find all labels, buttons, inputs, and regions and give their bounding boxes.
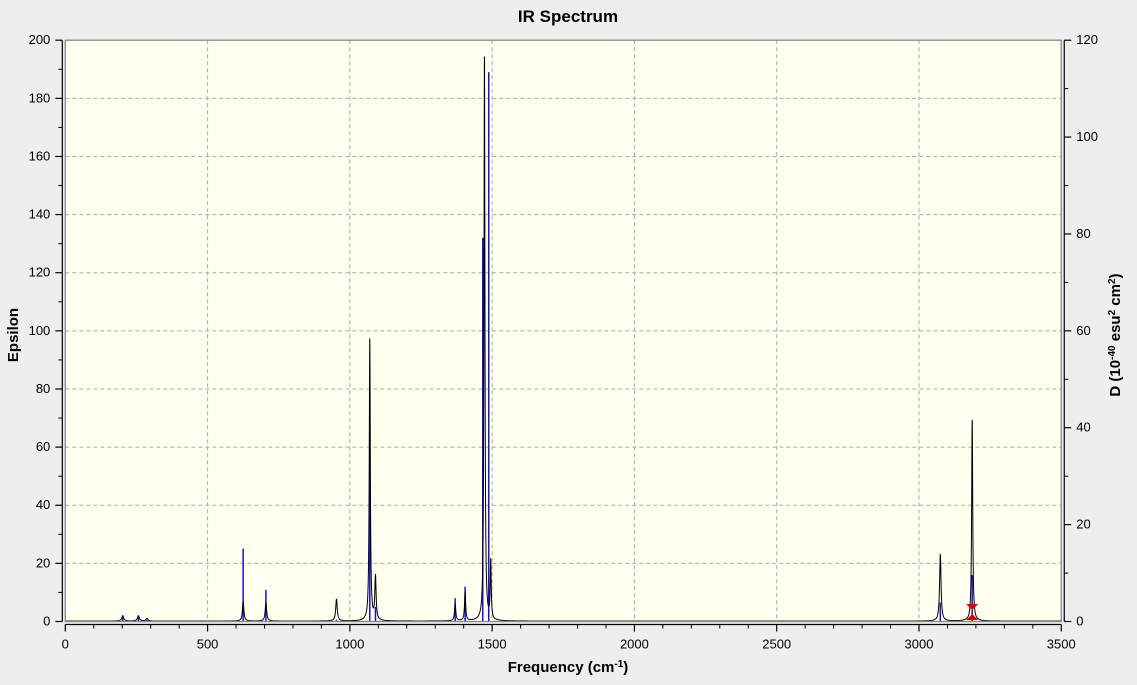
svg-text:3500: 3500 <box>1047 637 1076 652</box>
svg-text:1000: 1000 <box>335 637 364 652</box>
svg-text:100: 100 <box>29 323 51 338</box>
svg-text:0: 0 <box>62 637 69 652</box>
svg-text:2500: 2500 <box>762 637 791 652</box>
svg-text:40: 40 <box>1076 420 1090 435</box>
svg-text:0: 0 <box>1076 614 1083 629</box>
svg-text:IR Spectrum: IR Spectrum <box>518 7 618 26</box>
svg-text:140: 140 <box>29 207 51 222</box>
svg-text:D (10-40 esu2 cm2): D (10-40 esu2 cm2) <box>1107 273 1125 396</box>
svg-text:60: 60 <box>36 439 50 454</box>
svg-text:60: 60 <box>1076 323 1090 338</box>
svg-text:500: 500 <box>197 637 219 652</box>
svg-text:1500: 1500 <box>478 637 507 652</box>
svg-text:100: 100 <box>1076 129 1098 144</box>
svg-text:20: 20 <box>36 555 50 570</box>
svg-text:3000: 3000 <box>905 637 934 652</box>
svg-text:20: 20 <box>1076 517 1090 532</box>
svg-text:80: 80 <box>36 381 50 396</box>
svg-text:180: 180 <box>29 90 51 105</box>
svg-text:120: 120 <box>1076 32 1098 47</box>
svg-text:Frequency (cm-1): Frequency (cm-1) <box>508 659 629 677</box>
svg-text:40: 40 <box>36 497 50 512</box>
svg-text:160: 160 <box>29 148 51 163</box>
svg-text:200: 200 <box>29 32 51 47</box>
svg-text:Epsilon: Epsilon <box>5 308 22 362</box>
svg-text:0: 0 <box>43 614 50 629</box>
svg-text:120: 120 <box>29 265 51 280</box>
svg-text:2000: 2000 <box>620 637 649 652</box>
svg-text:80: 80 <box>1076 226 1090 241</box>
